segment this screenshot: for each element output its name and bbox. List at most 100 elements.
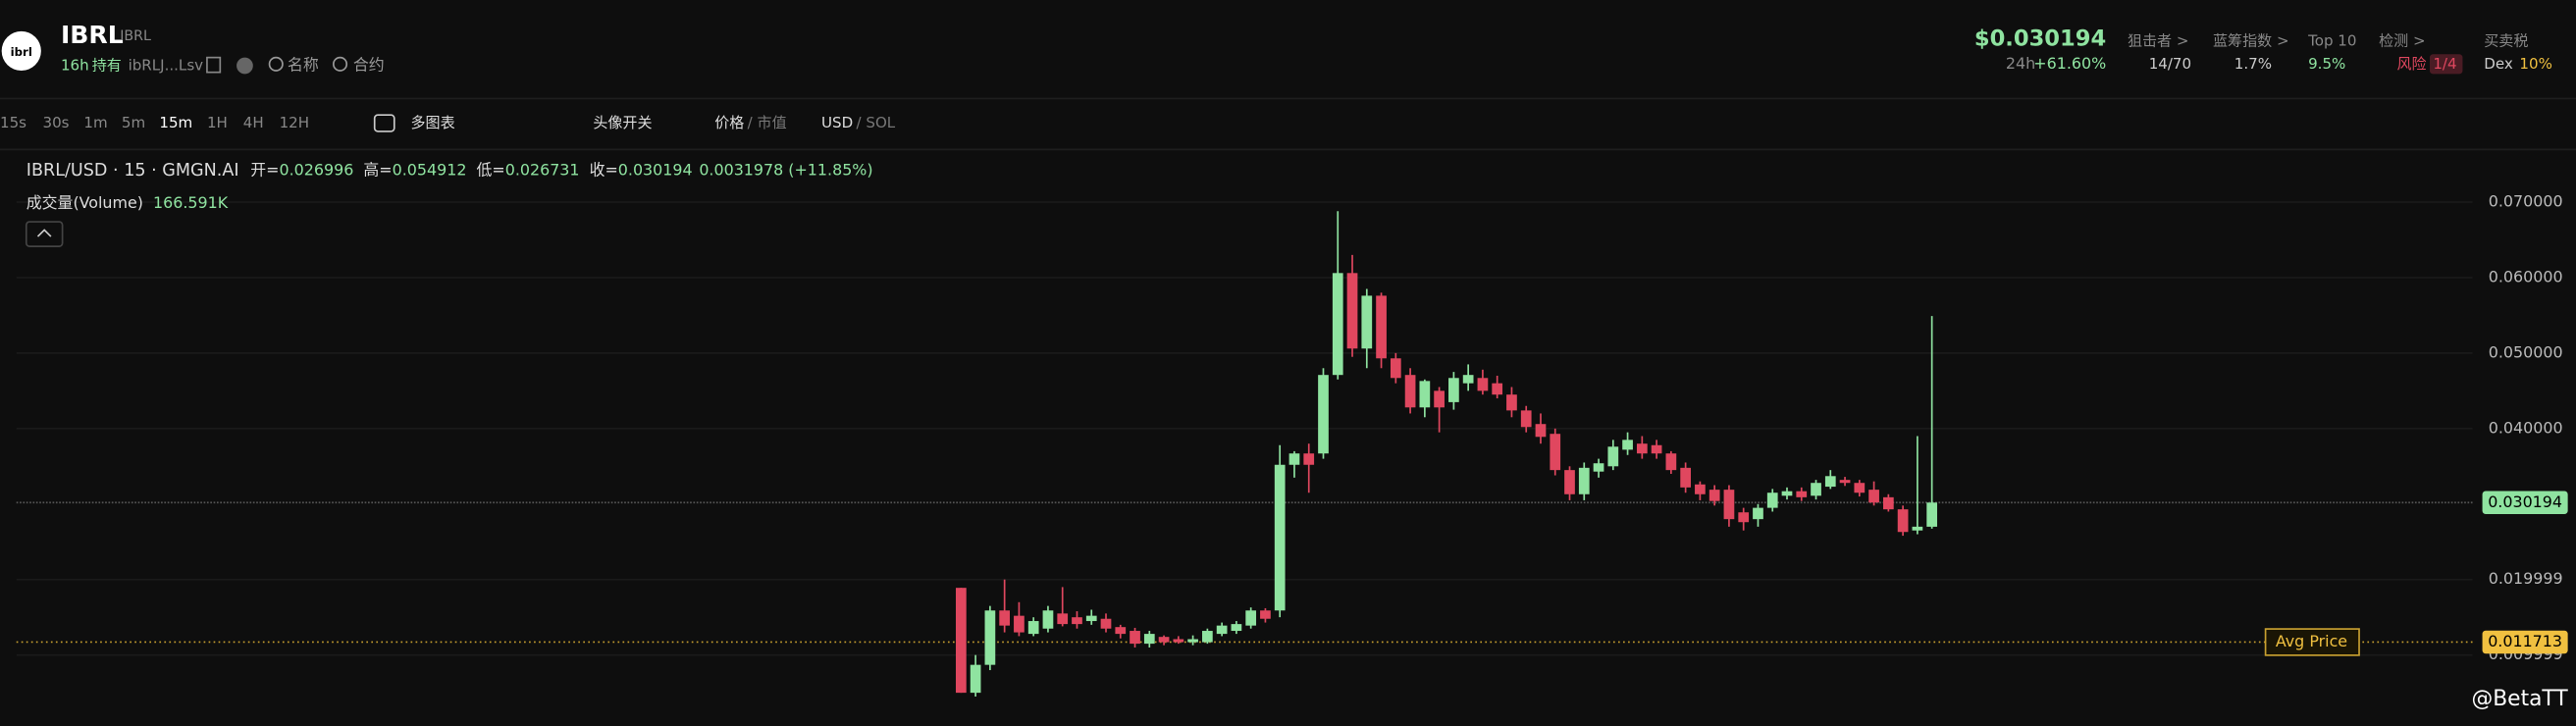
sol-toggle[interactable]: / SOL bbox=[857, 114, 896, 131]
ohlc-value: 0.030194 bbox=[618, 161, 693, 180]
candle-body bbox=[1506, 394, 1517, 411]
candle-body bbox=[1376, 295, 1387, 359]
scan-icon[interactable] bbox=[237, 57, 253, 75]
usd-toggle[interactable]: USD bbox=[821, 114, 853, 131]
copy-icon[interactable] bbox=[206, 56, 222, 74]
change-label: 24h bbox=[2006, 54, 2035, 73]
candle-body bbox=[1303, 453, 1315, 465]
candle-body bbox=[1014, 615, 1025, 633]
watermark: @BetaTT bbox=[2472, 687, 2569, 711]
ohlc-value: 0.026731 bbox=[505, 161, 580, 180]
y-tick-label: 0.050000 bbox=[2489, 342, 2563, 361]
price: $0.030194 bbox=[1974, 26, 2106, 52]
price-toggle[interactable]: 价格 bbox=[714, 114, 744, 131]
candle-body bbox=[1173, 639, 1184, 643]
age: 16h bbox=[61, 56, 89, 74]
candle-body bbox=[1781, 491, 1793, 496]
collapse-button[interactable] bbox=[25, 221, 64, 247]
candle-body bbox=[955, 588, 967, 694]
interval[interactable]: 15s bbox=[0, 114, 26, 131]
stat-extra: 10% bbox=[2519, 55, 2551, 73]
stat-label[interactable]: 检测 > bbox=[2379, 31, 2425, 49]
change: +61.60% bbox=[2033, 54, 2106, 73]
ohlc-label: 高= bbox=[363, 161, 392, 180]
stat-label[interactable]: 买卖税 bbox=[2484, 31, 2528, 49]
candle-body bbox=[1100, 618, 1112, 629]
candle-body bbox=[1434, 390, 1445, 408]
volume-value: 166.591K bbox=[153, 193, 229, 212]
candle-body bbox=[1346, 273, 1358, 349]
mcap-toggle[interactable]: / 市值 bbox=[748, 114, 787, 131]
candle-body bbox=[1550, 434, 1561, 471]
stat-value: 风险 bbox=[2397, 55, 2427, 73]
candle-body bbox=[1824, 476, 1836, 488]
candle-body bbox=[1042, 610, 1054, 629]
candle-body bbox=[1811, 483, 1821, 496]
candle-body bbox=[1636, 443, 1648, 454]
interval[interactable]: 12H bbox=[280, 114, 309, 131]
candle-body bbox=[1288, 453, 1300, 465]
candle-body bbox=[1578, 467, 1590, 494]
search-contract[interactable]: 合约 bbox=[353, 55, 385, 74]
candle-body bbox=[1709, 490, 1720, 501]
candle-body bbox=[1695, 484, 1706, 494]
candle-body bbox=[1057, 613, 1069, 625]
multi-chart[interactable]: 多图表 bbox=[411, 114, 455, 131]
multi-chart-icon bbox=[373, 114, 395, 132]
chart-title: IBRL/USD · 15 · GMGN.AI bbox=[26, 161, 239, 181]
search-name[interactable]: 名称 bbox=[288, 55, 319, 74]
candle-body bbox=[1882, 496, 1894, 510]
interval[interactable]: 15m bbox=[159, 114, 192, 131]
avatar-toggle[interactable]: 头像开关 bbox=[593, 114, 652, 131]
candle-body bbox=[1158, 637, 1170, 643]
search-icon bbox=[333, 56, 348, 72]
interval[interactable]: 4H bbox=[243, 114, 264, 131]
candle-body bbox=[1854, 483, 1866, 493]
interval[interactable]: 1H bbox=[207, 114, 228, 131]
candle-body bbox=[1072, 617, 1082, 625]
candle-body bbox=[1419, 381, 1431, 408]
candle-body bbox=[1796, 491, 1808, 497]
stat-value: 14/70 bbox=[2149, 55, 2191, 73]
risk-badge bbox=[2429, 54, 2463, 75]
symbol-small: IBRL bbox=[120, 28, 151, 44]
candle-body bbox=[1651, 444, 1662, 454]
candle-body bbox=[1085, 615, 1097, 622]
ohlc-change: 0.0031978 (+11.85%) bbox=[699, 161, 872, 180]
current-price-label: 0.030194 bbox=[2488, 493, 2562, 511]
candle-body bbox=[1665, 453, 1677, 471]
candle-body bbox=[1680, 467, 1691, 488]
candle-body bbox=[999, 610, 1011, 626]
stat-label[interactable]: Top 10 bbox=[2307, 31, 2356, 49]
candle-body bbox=[1202, 631, 1213, 643]
search-icon bbox=[268, 56, 284, 72]
candle-body bbox=[1912, 526, 1923, 531]
interval[interactable]: 5m bbox=[122, 114, 145, 131]
avg-price-name-box bbox=[2264, 628, 2360, 656]
y-tick-label: 0.070000 bbox=[2489, 191, 2563, 210]
interval[interactable]: 1m bbox=[83, 114, 107, 131]
stat-extra: 1/4 bbox=[2433, 55, 2456, 73]
candle-body bbox=[984, 610, 996, 665]
candle-body bbox=[1216, 625, 1228, 635]
candle-body bbox=[1231, 624, 1242, 632]
stat-label[interactable]: 蓝筹指数 > bbox=[2213, 31, 2289, 49]
candle-body bbox=[1868, 490, 1879, 503]
candle-body bbox=[1115, 627, 1127, 635]
icon-text: ibrl bbox=[11, 45, 32, 59]
avg-price-tag bbox=[2482, 630, 2568, 654]
ohlc-label: 低= bbox=[476, 161, 504, 180]
candle-body bbox=[1593, 463, 1604, 472]
interval[interactable]: 30s bbox=[43, 114, 70, 131]
candle-body bbox=[1027, 621, 1039, 635]
candle-body bbox=[970, 664, 981, 694]
stat-label[interactable]: 狙击者 > bbox=[2128, 31, 2189, 49]
hold: 持有 bbox=[92, 56, 122, 74]
candle-body bbox=[1492, 383, 1503, 395]
address[interactable]: ibRLJ...Lsv bbox=[129, 56, 204, 74]
candle-body bbox=[1390, 358, 1401, 379]
y-tick-label: 0.019999 bbox=[2489, 569, 2563, 588]
